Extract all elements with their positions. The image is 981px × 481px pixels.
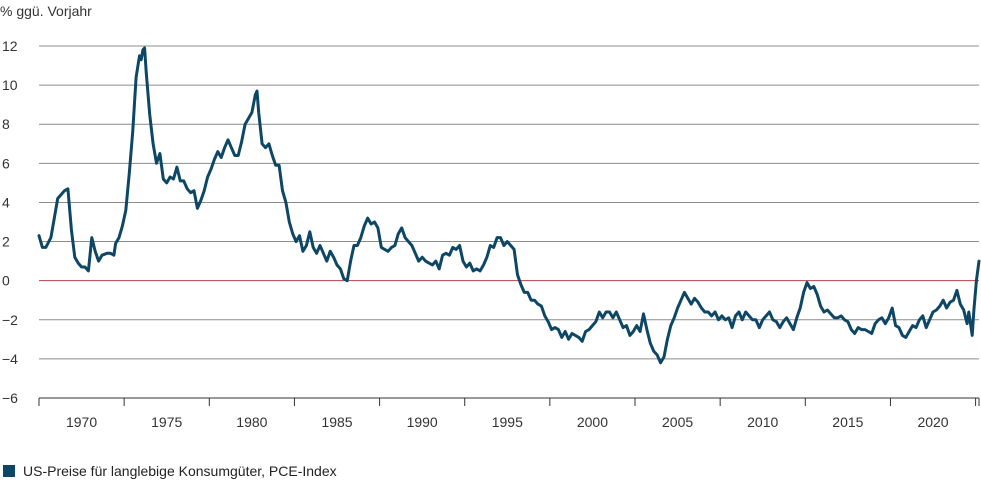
y-tick-label: 0 — [2, 273, 10, 289]
y-tick-label: 4 — [2, 194, 10, 210]
y-tick-label: −2 — [2, 312, 18, 328]
y-tick-label: −6 — [2, 390, 18, 406]
legend-swatch-icon — [3, 465, 15, 477]
series-line: US-Preise für langlebige Konsumgüter, PC… — [37, 46, 981, 365]
gridlines — [39, 45, 979, 399]
x-tick-label: 1995 — [492, 414, 523, 430]
x-tick-label: 2020 — [917, 414, 948, 430]
series-group: US-Preise für langlebige Konsumgüter, PC… — [37, 46, 981, 365]
legend: US-Preise für langlebige Konsumgüter, PC… — [3, 462, 337, 480]
legend-label: US-Preise für langlebige Konsumgüter, PC… — [23, 463, 337, 479]
y-tick-label: 10 — [2, 77, 18, 93]
x-tick-label: 2010 — [747, 414, 778, 430]
y-tick-label: 8 — [2, 116, 10, 132]
y-tick-label: −4 — [2, 351, 18, 367]
x-tick-label: 2000 — [577, 414, 608, 430]
x-axis: 1970 1975 1980 1985 1990 1995 2000 2005 2010 2015… — [38, 397, 980, 430]
x-tick-label: 2015 — [832, 414, 863, 430]
y-tick-label: 2 — [2, 234, 10, 250]
y-axis-ticks: 12 10 8 6 4 2 0 −2 −4 −6 — [2, 38, 18, 406]
y-tick-label: 6 — [2, 155, 10, 171]
x-tick-label: 1970 — [66, 414, 97, 430]
x-tick-label: 1980 — [236, 414, 267, 430]
y-tick-label: 12 — [2, 38, 18, 54]
x-tick-label: 1975 — [151, 414, 182, 430]
y-axis-label: % ggü. Vorjahr — [0, 3, 92, 19]
x-tick-label: 1985 — [321, 414, 352, 430]
x-tick-label: 1990 — [407, 414, 438, 430]
x-tick-label: 2005 — [662, 414, 693, 430]
